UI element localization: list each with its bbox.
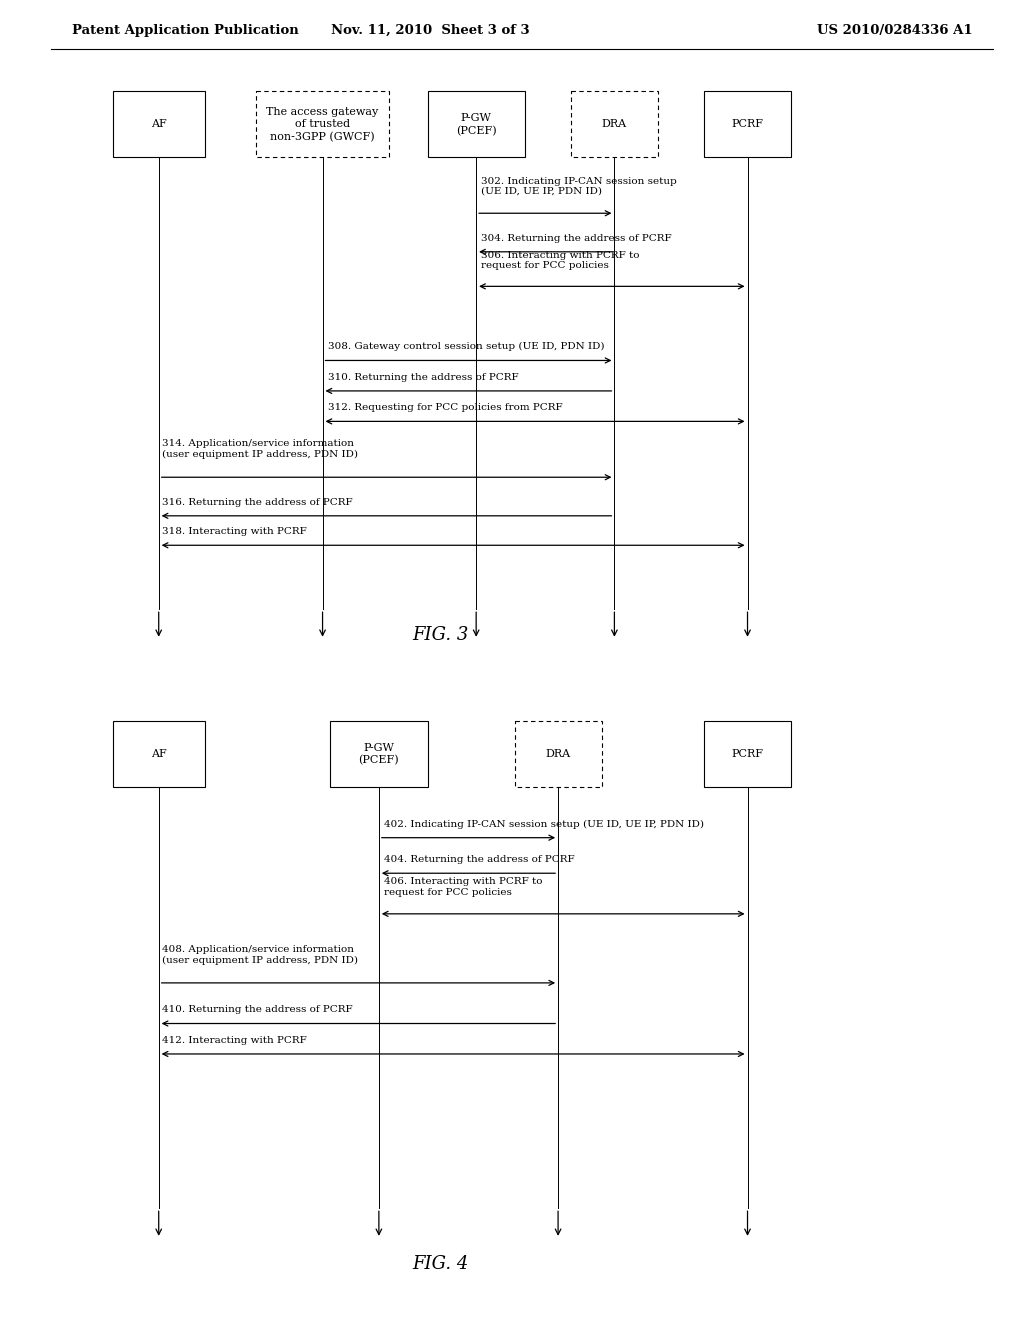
Text: 412. Interacting with PCRF: 412. Interacting with PCRF [162, 1036, 306, 1045]
Bar [515, 721, 602, 787]
Text: AF: AF [151, 119, 167, 129]
Bar [330, 721, 428, 787]
Text: PCRF: PCRF [731, 119, 764, 129]
Text: 304. Returning the address of PCRF: 304. Returning the address of PCRF [481, 234, 672, 243]
Text: AF: AF [151, 748, 167, 759]
Bar [705, 721, 791, 787]
Text: 404. Returning the address of PCRF: 404. Returning the address of PCRF [384, 855, 574, 865]
Text: 308. Gateway control session setup (UE ID, PDN ID): 308. Gateway control session setup (UE I… [328, 342, 604, 351]
Text: 402. Indicating IP-CAN session setup (UE ID, UE IP, PDN ID): 402. Indicating IP-CAN session setup (UE… [384, 820, 705, 829]
Text: 302. Indicating IP-CAN session setup
(UE ID, UE IP, PDN ID): 302. Indicating IP-CAN session setup (UE… [481, 177, 677, 195]
Bar [113, 721, 205, 787]
Bar [428, 91, 525, 157]
Text: DRA: DRA [602, 119, 627, 129]
Text: Nov. 11, 2010  Sheet 3 of 3: Nov. 11, 2010 Sheet 3 of 3 [331, 24, 529, 37]
Text: PCRF: PCRF [731, 748, 764, 759]
Text: DRA: DRA [546, 748, 570, 759]
Text: 306. Interacting with PCRF to
request for PCC policies: 306. Interacting with PCRF to request fo… [481, 251, 640, 271]
Bar [571, 91, 657, 157]
Text: 410. Returning the address of PCRF: 410. Returning the address of PCRF [162, 1006, 352, 1014]
Text: Patent Application Publication: Patent Application Publication [72, 24, 298, 37]
Text: 316. Returning the address of PCRF: 316. Returning the address of PCRF [162, 498, 352, 507]
Bar [256, 91, 389, 157]
Text: 406. Interacting with PCRF to
request for PCC policies: 406. Interacting with PCRF to request fo… [384, 878, 543, 896]
Text: 310. Returning the address of PCRF: 310. Returning the address of PCRF [328, 372, 518, 381]
Text: FIG. 4: FIG. 4 [412, 1255, 469, 1274]
Text: The access gateway
of trusted
non-3GPP (GWCF): The access gateway of trusted non-3GPP (… [266, 107, 379, 143]
Bar [113, 91, 205, 157]
Bar [705, 91, 791, 157]
Text: 318. Interacting with PCRF: 318. Interacting with PCRF [162, 527, 306, 536]
Text: US 2010/0284336 A1: US 2010/0284336 A1 [817, 24, 973, 37]
Text: 314. Application/service information
(user equipment IP address, PDN ID): 314. Application/service information (us… [162, 440, 357, 459]
Text: FIG. 3: FIG. 3 [412, 626, 469, 644]
Text: 312. Requesting for PCC policies from PCRF: 312. Requesting for PCC policies from PC… [328, 403, 562, 412]
Text: 408. Application/service information
(user equipment IP address, PDN ID): 408. Application/service information (us… [162, 945, 357, 965]
Text: P-GW
(PCEF): P-GW (PCEF) [358, 743, 399, 766]
Text: P-GW
(PCEF): P-GW (PCEF) [456, 114, 497, 136]
